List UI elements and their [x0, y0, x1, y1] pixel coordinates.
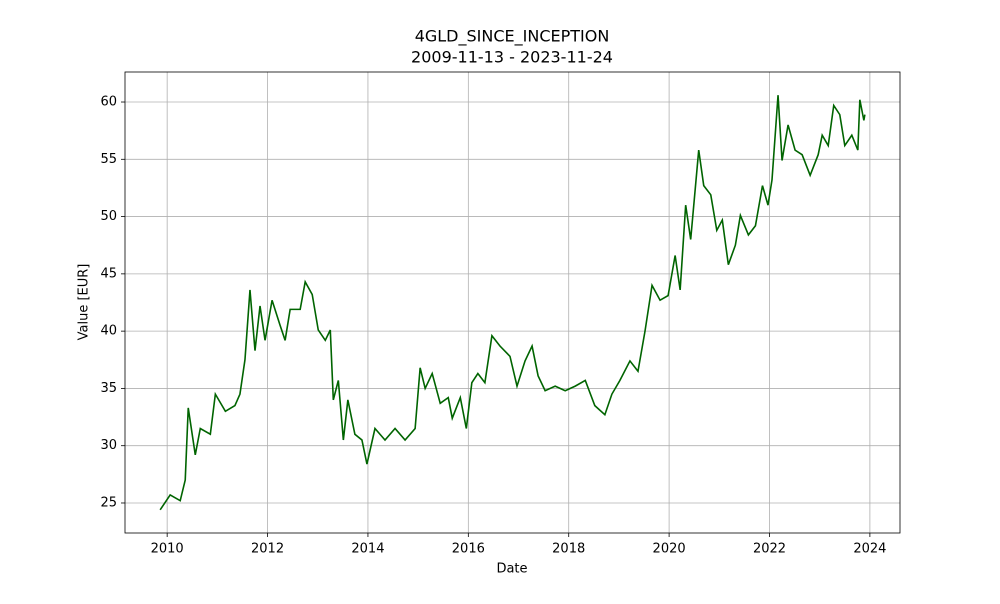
x-tick-label: 2014	[351, 542, 384, 557]
x-tick-label: 2012	[251, 542, 284, 557]
y-axis-label: Value [EUR]	[77, 264, 92, 341]
x-tick-label: 2020	[653, 542, 686, 557]
y-tick-label: 60	[100, 95, 117, 110]
plot-frame	[124, 71, 901, 534]
chart-subtitle: 2009-11-13 - 2023-11-24	[411, 48, 613, 67]
x-axis-label: Date	[496, 562, 527, 577]
y-tick-label: 25	[100, 495, 117, 510]
x-tick-label: 2010	[151, 542, 184, 557]
x-tick-label: 2016	[452, 542, 485, 557]
x-tick-label: 2018	[552, 542, 585, 557]
y-tick-label: 50	[100, 209, 117, 224]
y-tick-label: 45	[100, 266, 117, 281]
y-tick-label: 40	[100, 324, 117, 339]
x-tick-label: 2022	[753, 542, 786, 557]
y-tick-label: 35	[100, 381, 117, 396]
y-tick-label: 30	[100, 438, 117, 453]
y-tick-label: 55	[100, 152, 117, 167]
chart-title: 4GLD_SINCE_INCEPTION	[415, 27, 610, 47]
line-series	[159, 95, 866, 511]
x-tick-label: 2024	[853, 542, 886, 557]
